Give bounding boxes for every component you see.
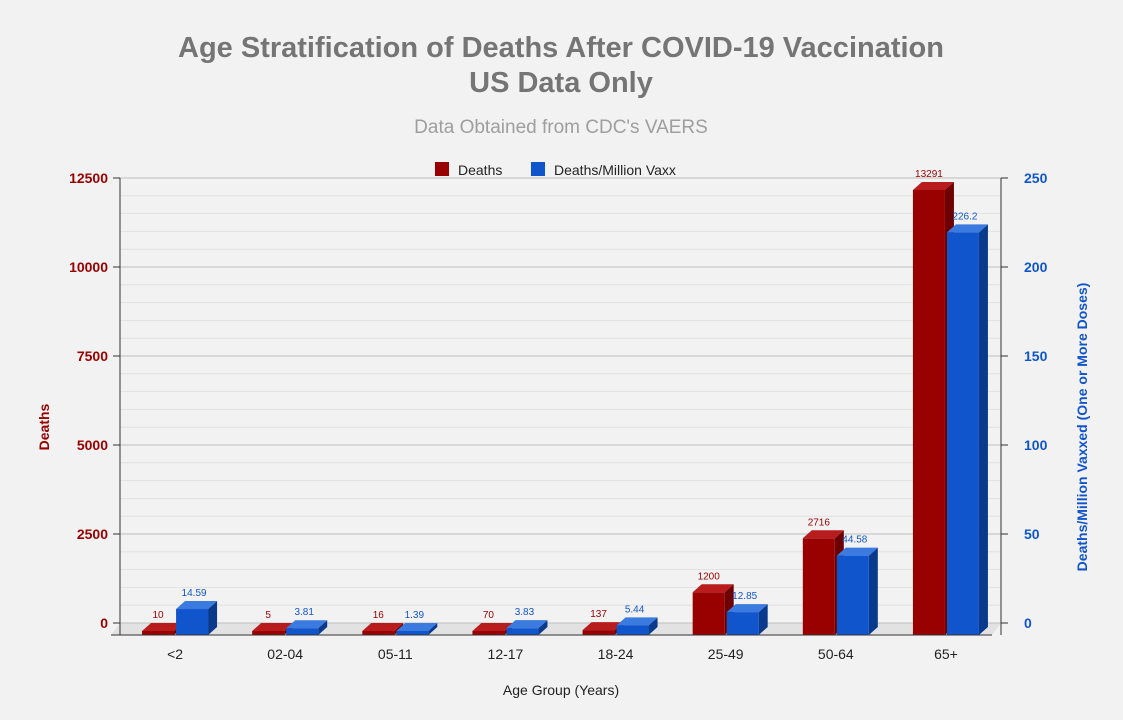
deaths-bar-front [693,592,725,635]
y-right-tick-label: 100 [1024,437,1048,453]
x-tick-label: 05-11 [378,646,413,662]
deaths-data-label: 2716 [808,517,831,528]
axes: 0 2500 5000 7500 10000 12500 0 50 100 150 200 250 <2… [69,170,1048,662]
y-right-tick-label: 50 [1024,526,1040,542]
vaxx-bar-front [506,628,538,635]
legend-label-vaxx: Deaths/Million Vaxx [554,162,676,178]
vaxx-bar-front [947,232,979,635]
vaxx-bar [837,548,878,635]
bars [142,182,988,635]
x-tick-label: 12-17 [488,646,524,662]
y-axis-left-title: Deaths [36,403,52,450]
vaxx-bar-side [869,548,878,635]
legend-label-deaths: Deaths [458,162,502,178]
deaths-bar-front [803,538,835,635]
y-left-tick-label: 12500 [69,170,108,186]
y-axis-right-title: Deaths/Million Vaxxed (One or More Doses… [1074,283,1090,572]
vaxx-data-label: 44.58 [842,535,867,546]
deaths-data-label: 13291 [915,169,943,180]
deaths-data-label: 10 [153,610,165,621]
vaxx-bar-side [979,224,988,635]
y-right-tick-label: 0 [1024,615,1032,631]
vaxx-bar-front [396,631,428,635]
deaths-bar-front [362,631,394,635]
deaths-data-label: 16 [373,610,385,621]
chart-subtitle: Data Obtained from CDC's VAERS [414,117,708,138]
vaxx-bar-front [176,609,208,635]
x-tick-label: 65+ [934,646,958,662]
vaxx-bar [617,617,658,635]
vaxx-bar-front [617,625,649,635]
y-right-tick-label: 200 [1024,259,1048,275]
deaths-bar-front [252,631,284,635]
y-right-tick-label: 150 [1024,348,1048,364]
x-axis-title: Age Group (Years) [503,682,619,698]
chart-title: Age Stratification of Deaths After COVID… [178,32,944,64]
deaths-bar-front [583,630,615,635]
vaxx-bar-front [727,612,759,635]
y-left-tick-label: 0 [100,615,108,631]
x-tick-label: 02-04 [267,646,303,662]
deaths-data-label: 70 [483,610,495,621]
vaxx-bar [176,601,217,635]
vaxx-data-label: 12.85 [732,591,757,602]
vaxx-data-label: 226.2 [952,211,977,222]
y-left-tick-label: 10000 [69,259,108,275]
legend-swatch-deaths [435,162,449,176]
vaxx-data-label: 3.81 [294,607,314,618]
y-left-tick-label: 5000 [77,437,108,453]
legend-swatch-vaxx [531,162,545,176]
vaxx-bar [947,224,988,635]
deaths-data-label: 1200 [698,571,721,582]
vaxx-data-label: 14.59 [182,588,207,599]
x-tick-label: <2 [167,646,183,662]
chart: Age Stratification of Deaths After COVID… [0,0,1123,720]
vaxx-data-label: 1.39 [405,610,425,621]
y-left-tick-label: 7500 [77,348,108,364]
x-tick-label: 50-64 [818,646,854,662]
y-right-tick-label: 250 [1024,170,1048,186]
chart-title-line2: US Data Only [469,67,653,99]
x-tick-label: 18-24 [598,646,634,662]
deaths-bar-front [142,631,174,635]
vaxx-data-label: 5.44 [625,604,645,615]
vaxx-data-label: 3.83 [515,607,535,618]
y-left-tick-label: 2500 [77,526,108,542]
vaxx-bar-front [837,556,869,635]
legend: Deaths Deaths/Million Vaxx [435,162,676,178]
deaths-data-label: 137 [590,609,607,620]
x-tick-label: 25-49 [708,646,744,662]
vaxx-bar-front [286,628,318,635]
deaths-data-label: 5 [265,610,271,621]
vaxx-bar [727,604,768,635]
deaths-bar-front [472,631,504,635]
deaths-bar-front [913,190,945,635]
